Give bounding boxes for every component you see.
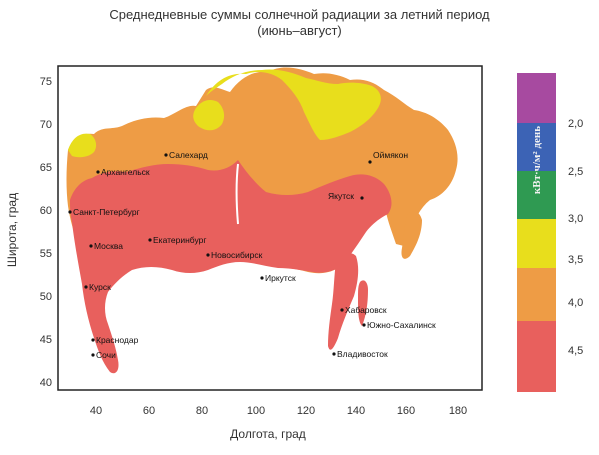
city-label-oymyakon: Оймякон: [373, 150, 408, 160]
map-zones: [66, 67, 458, 374]
x-tick-label: 80: [196, 405, 208, 417]
x-axis-title: Долгота, град: [230, 427, 306, 441]
y-tick-label: 55: [40, 248, 52, 260]
y-axis-title: Широта, град: [5, 193, 19, 267]
zone-sakhalin: [358, 280, 368, 326]
city-label-moscow: Москва: [94, 241, 123, 251]
city-dot: [164, 153, 168, 157]
city-dot: [360, 196, 364, 200]
city-label-khabarovsk: Хабаровск: [345, 305, 387, 315]
legend: кВт·ч/м² день 2,0 2,5 3,0 3,5 4,0 4,5: [517, 73, 583, 392]
legend-label: 3,0: [568, 213, 583, 225]
city-dot: [332, 352, 336, 356]
city-label-yakutsk: Якутск: [328, 191, 354, 201]
city-dot: [84, 285, 88, 289]
y-tick-label: 75: [40, 76, 52, 88]
city-label-saint-petersburg: Санкт-Петербург: [73, 207, 140, 217]
city-label-novosibirsk: Новосибирск: [211, 250, 263, 260]
city-dot: [206, 253, 210, 257]
legend-label: 4,0: [568, 297, 583, 309]
legend-band-2-0: [517, 73, 556, 123]
legend-band-3-0: [517, 171, 556, 219]
city-dot: [91, 353, 95, 357]
legend-label: 3,5: [568, 254, 583, 266]
city-label-sochi: Сочи: [96, 350, 116, 360]
city-label-vladivostok: Владивосток: [337, 349, 388, 359]
x-tick-label: 160: [397, 405, 415, 417]
city-dot: [89, 244, 93, 248]
x-tick-label: 100: [247, 405, 265, 417]
legend-unit: кВт·ч/м² день: [531, 126, 543, 194]
city-dot: [68, 210, 72, 214]
y-tick-label: 40: [40, 377, 52, 389]
y-tick-label: 45: [40, 334, 52, 346]
city-dot: [362, 323, 366, 327]
y-axis: 75 70 65 60 55 50 45 40: [40, 76, 52, 389]
yenisei-river: [235, 163, 239, 225]
x-tick-label: 120: [297, 405, 315, 417]
map-title-line-1: Среднедневные суммы солнечной радиации з…: [109, 7, 490, 22]
x-tick-label: 180: [449, 405, 467, 417]
city-dot: [260, 276, 264, 280]
legend-label: 4,5: [568, 345, 583, 357]
legend-band-2-5: [517, 123, 556, 171]
legend-band-4-5: [517, 321, 556, 392]
city-label-krasnodar: Краснодар: [96, 335, 139, 345]
zone-3-5-kola: [68, 133, 97, 158]
city-dot: [96, 170, 100, 174]
city-label-kursk: Курск: [89, 282, 111, 292]
x-tick-label: 40: [90, 405, 102, 417]
legend-label: 2,0: [568, 118, 583, 130]
city-dot: [91, 338, 95, 342]
city-label-irkutsk: Иркутск: [265, 273, 296, 283]
y-tick-label: 60: [40, 205, 52, 217]
zone-4-5-far-east: [328, 253, 359, 350]
y-tick-label: 65: [40, 162, 52, 174]
city-label-yuzhno-sakhalinsk: Южно-Сахалинск: [367, 320, 436, 330]
city-label-yekaterinburg: Екатеринбург: [153, 235, 206, 245]
city-label-arkhangelsk: Архангельск: [101, 167, 150, 177]
legend-band-3-5: [517, 219, 556, 268]
x-tick-label: 60: [143, 405, 155, 417]
zone-kamchatka: [401, 211, 422, 259]
x-tick-label: 140: [347, 405, 365, 417]
map-title-line-2: (июнь–август): [257, 23, 342, 38]
city-dot: [368, 160, 372, 164]
x-axis: 40 60 80 100 120 140 160 180: [90, 405, 467, 417]
city-markers: Салехард Архангельск Санкт-Петербург Мос…: [68, 150, 436, 360]
y-tick-label: 50: [40, 291, 52, 303]
city-label-salekhard: Салехард: [169, 150, 208, 160]
city-dot: [340, 308, 344, 312]
y-tick-label: 70: [40, 119, 52, 131]
zone-3-5-north: [206, 69, 381, 140]
city-dot: [148, 238, 152, 242]
legend-band-4-0: [517, 268, 556, 321]
zone-3-5-yamal: [193, 100, 225, 131]
legend-label: 2,5: [568, 166, 583, 178]
zone-4-5: [70, 160, 392, 374]
